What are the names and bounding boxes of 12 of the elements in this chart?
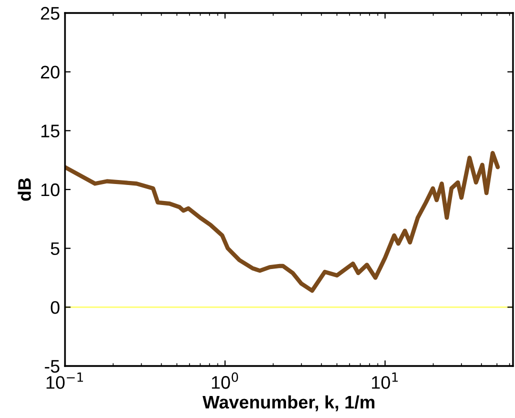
y-tick-label: 20 bbox=[40, 66, 60, 79]
y-axis-title: dB bbox=[18, 178, 31, 201]
x-tick-label: 10$^{0}$ bbox=[212, 372, 238, 389]
y-tick-label: 5 bbox=[50, 242, 60, 256]
x-tick-label: 10$^{−1}$ bbox=[46, 372, 83, 389]
x-tick-label: 10$^{1}$ bbox=[372, 372, 398, 389]
x-axis-title: Wavenumber, k, 1/m bbox=[202, 395, 374, 412]
y-tick-label: -5 bbox=[44, 360, 60, 373]
y-tick-label: 0 bbox=[50, 301, 60, 314]
y-tick-label: 10 bbox=[41, 183, 60, 196]
y-tick-label: 25 bbox=[40, 6, 60, 20]
y-tick-label: 15 bbox=[41, 124, 60, 138]
